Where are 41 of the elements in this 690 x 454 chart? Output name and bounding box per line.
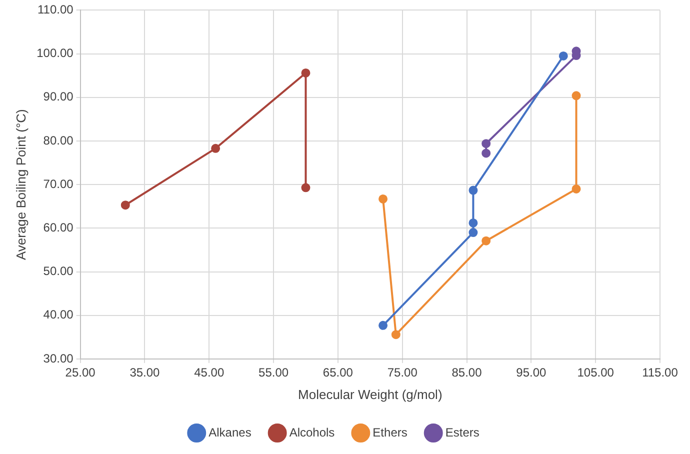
point: [572, 91, 581, 100]
y-tick-label: 60.00: [43, 220, 74, 235]
point: [301, 183, 310, 192]
point: [378, 320, 388, 330]
legend-label: Ethers: [372, 425, 408, 440]
x-axis-title: Molecular Weight (g/mol): [298, 386, 442, 402]
point: [378, 194, 388, 204]
x-tick-label: 75.00: [387, 366, 418, 380]
y-tick-label: 80.00: [43, 133, 74, 148]
x-tick-label: 35.00: [130, 366, 160, 380]
x-tick-label: 45.00: [194, 366, 224, 380]
point: [120, 200, 130, 210]
point: [468, 228, 478, 238]
point: [482, 148, 491, 158]
y-tick-label: 30.00: [43, 351, 74, 366]
x-tick-label: 115.00: [642, 366, 678, 380]
y-tick-label: 40.00: [43, 308, 74, 322]
x-tick-label: 105.00: [577, 366, 614, 380]
point: [482, 236, 491, 246]
legend-label: Alkanes: [208, 425, 252, 440]
x-tick-label: 55.00: [258, 366, 289, 380]
point: [301, 68, 310, 78]
x-tick-label: 25.00: [65, 366, 96, 380]
y-axis-title: Average Boiling Point (°C): [13, 109, 28, 260]
legend-label: Esters: [445, 425, 480, 440]
point: [391, 330, 400, 340]
y-tick-label: 110.00: [37, 2, 74, 17]
point: [211, 144, 220, 153]
point: [482, 139, 491, 148]
point: [468, 218, 478, 228]
point: [572, 184, 581, 194]
y-tick-label: 90.00: [43, 90, 74, 104]
y-tick-label: 100.00: [36, 46, 74, 60]
x-tick-label: 95.00: [516, 366, 547, 380]
x-tick-label: 85.00: [452, 366, 482, 380]
point: [558, 51, 568, 60]
y-tick-label: 50.00: [43, 264, 74, 278]
legend-label: Alcohols: [289, 425, 335, 440]
y-tick-label: 70.00: [43, 176, 74, 191]
x-tick-label: 65.00: [322, 366, 354, 380]
point: [468, 186, 478, 195]
